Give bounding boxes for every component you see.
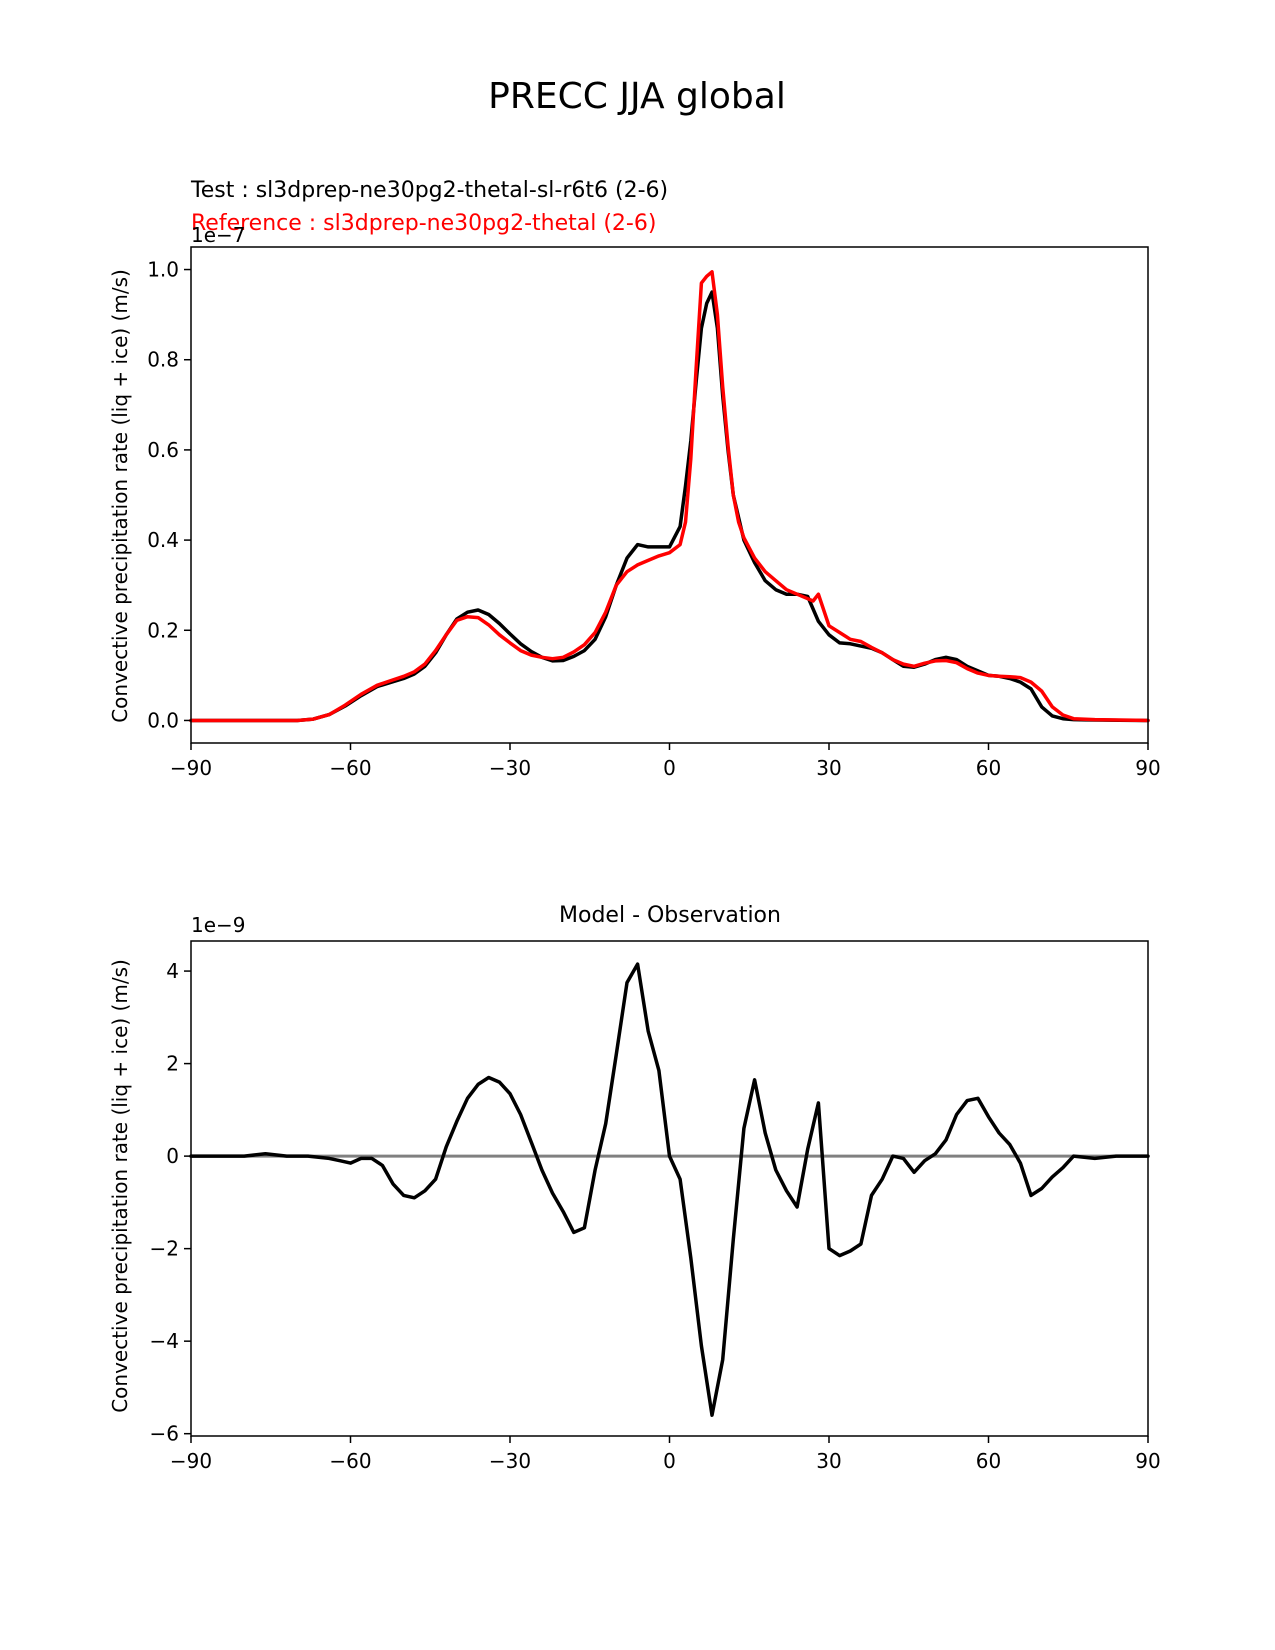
top-panel: Test : sl3dprep-ne30pg2-thetal-sl-r6t6 (…	[108, 178, 1161, 780]
top-series-line-1	[189, 270, 1150, 723]
bottom-x-tick-label: −90	[170, 1449, 212, 1473]
top-x-tick-label: −30	[489, 756, 531, 780]
top-plot-area: −90 −60 −30 0 30 60 90 0.0 0.2 0.4 0.6 0.8 1.0	[147, 246, 1161, 780]
bottom-panel: Model - Observation 1e−9 Convective prec…	[108, 903, 1161, 1473]
bottom-y-tick-label: 0	[166, 1144, 179, 1168]
bottom-x-tick-label: 90	[1135, 1449, 1160, 1473]
bottom-x-tick-label: −30	[489, 1449, 531, 1473]
top-y-tick-label: 1.0	[147, 258, 179, 282]
top-x-tick-label: 60	[976, 756, 1001, 780]
bottom-offset-label: 1e−9	[191, 913, 246, 937]
bottom-chart-title: Model - Observation	[559, 903, 781, 928]
bottom-y-axis-label: Convective precipitation rate (liq + ice…	[108, 959, 132, 1413]
top-x-tick-label: −60	[329, 756, 371, 780]
figure-title: PRECC JJA global	[488, 76, 786, 117]
top-series-line-0	[189, 290, 1150, 723]
bottom-series-line-0	[189, 962, 1150, 1417]
top-axes-frame	[190, 246, 1149, 744]
legend-entry-reference: Reference : sl3dprep-ne30pg2-thetal (2-6…	[191, 211, 656, 236]
top-y-tick-label: 0.0	[147, 708, 179, 732]
top-offset-label: 1e−7	[191, 223, 246, 247]
bottom-y-tick-label: −2	[150, 1237, 179, 1261]
bottom-y-tick-label: −6	[150, 1422, 179, 1446]
bottom-axes-frame	[190, 940, 1149, 1437]
bottom-x-tick-label: 60	[976, 1449, 1001, 1473]
top-y-tick-label: 0.6	[147, 438, 179, 462]
bottom-y-tick-label: 4	[166, 959, 179, 983]
bottom-x-tick-label: −60	[329, 1449, 371, 1473]
top-x-tick-label: 0	[663, 756, 676, 780]
top-y-tick-label: 0.4	[147, 528, 179, 552]
legend-entry-test: Test : sl3dprep-ne30pg2-thetal-sl-r6t6 (…	[190, 178, 668, 203]
top-x-tick-label: 90	[1135, 756, 1160, 780]
top-x-tick-label: 30	[816, 756, 841, 780]
top-y-tick-label: 0.2	[147, 618, 179, 642]
bottom-x-tick-label: 30	[816, 1449, 841, 1473]
bottom-plot-area: −90 −60 −30 0 30 60 90 −6 −4 −2 0 2 4	[150, 940, 1161, 1473]
top-y-axis-label: Convective precipitation rate (liq + ice…	[108, 269, 132, 723]
bottom-y-tick-label: −4	[150, 1329, 179, 1353]
top-x-tick-label: −90	[170, 756, 212, 780]
bottom-x-tick-label: 0	[663, 1449, 676, 1473]
top-y-tick-label: 0.8	[147, 348, 179, 372]
bottom-y-tick-label: 2	[166, 1052, 179, 1076]
